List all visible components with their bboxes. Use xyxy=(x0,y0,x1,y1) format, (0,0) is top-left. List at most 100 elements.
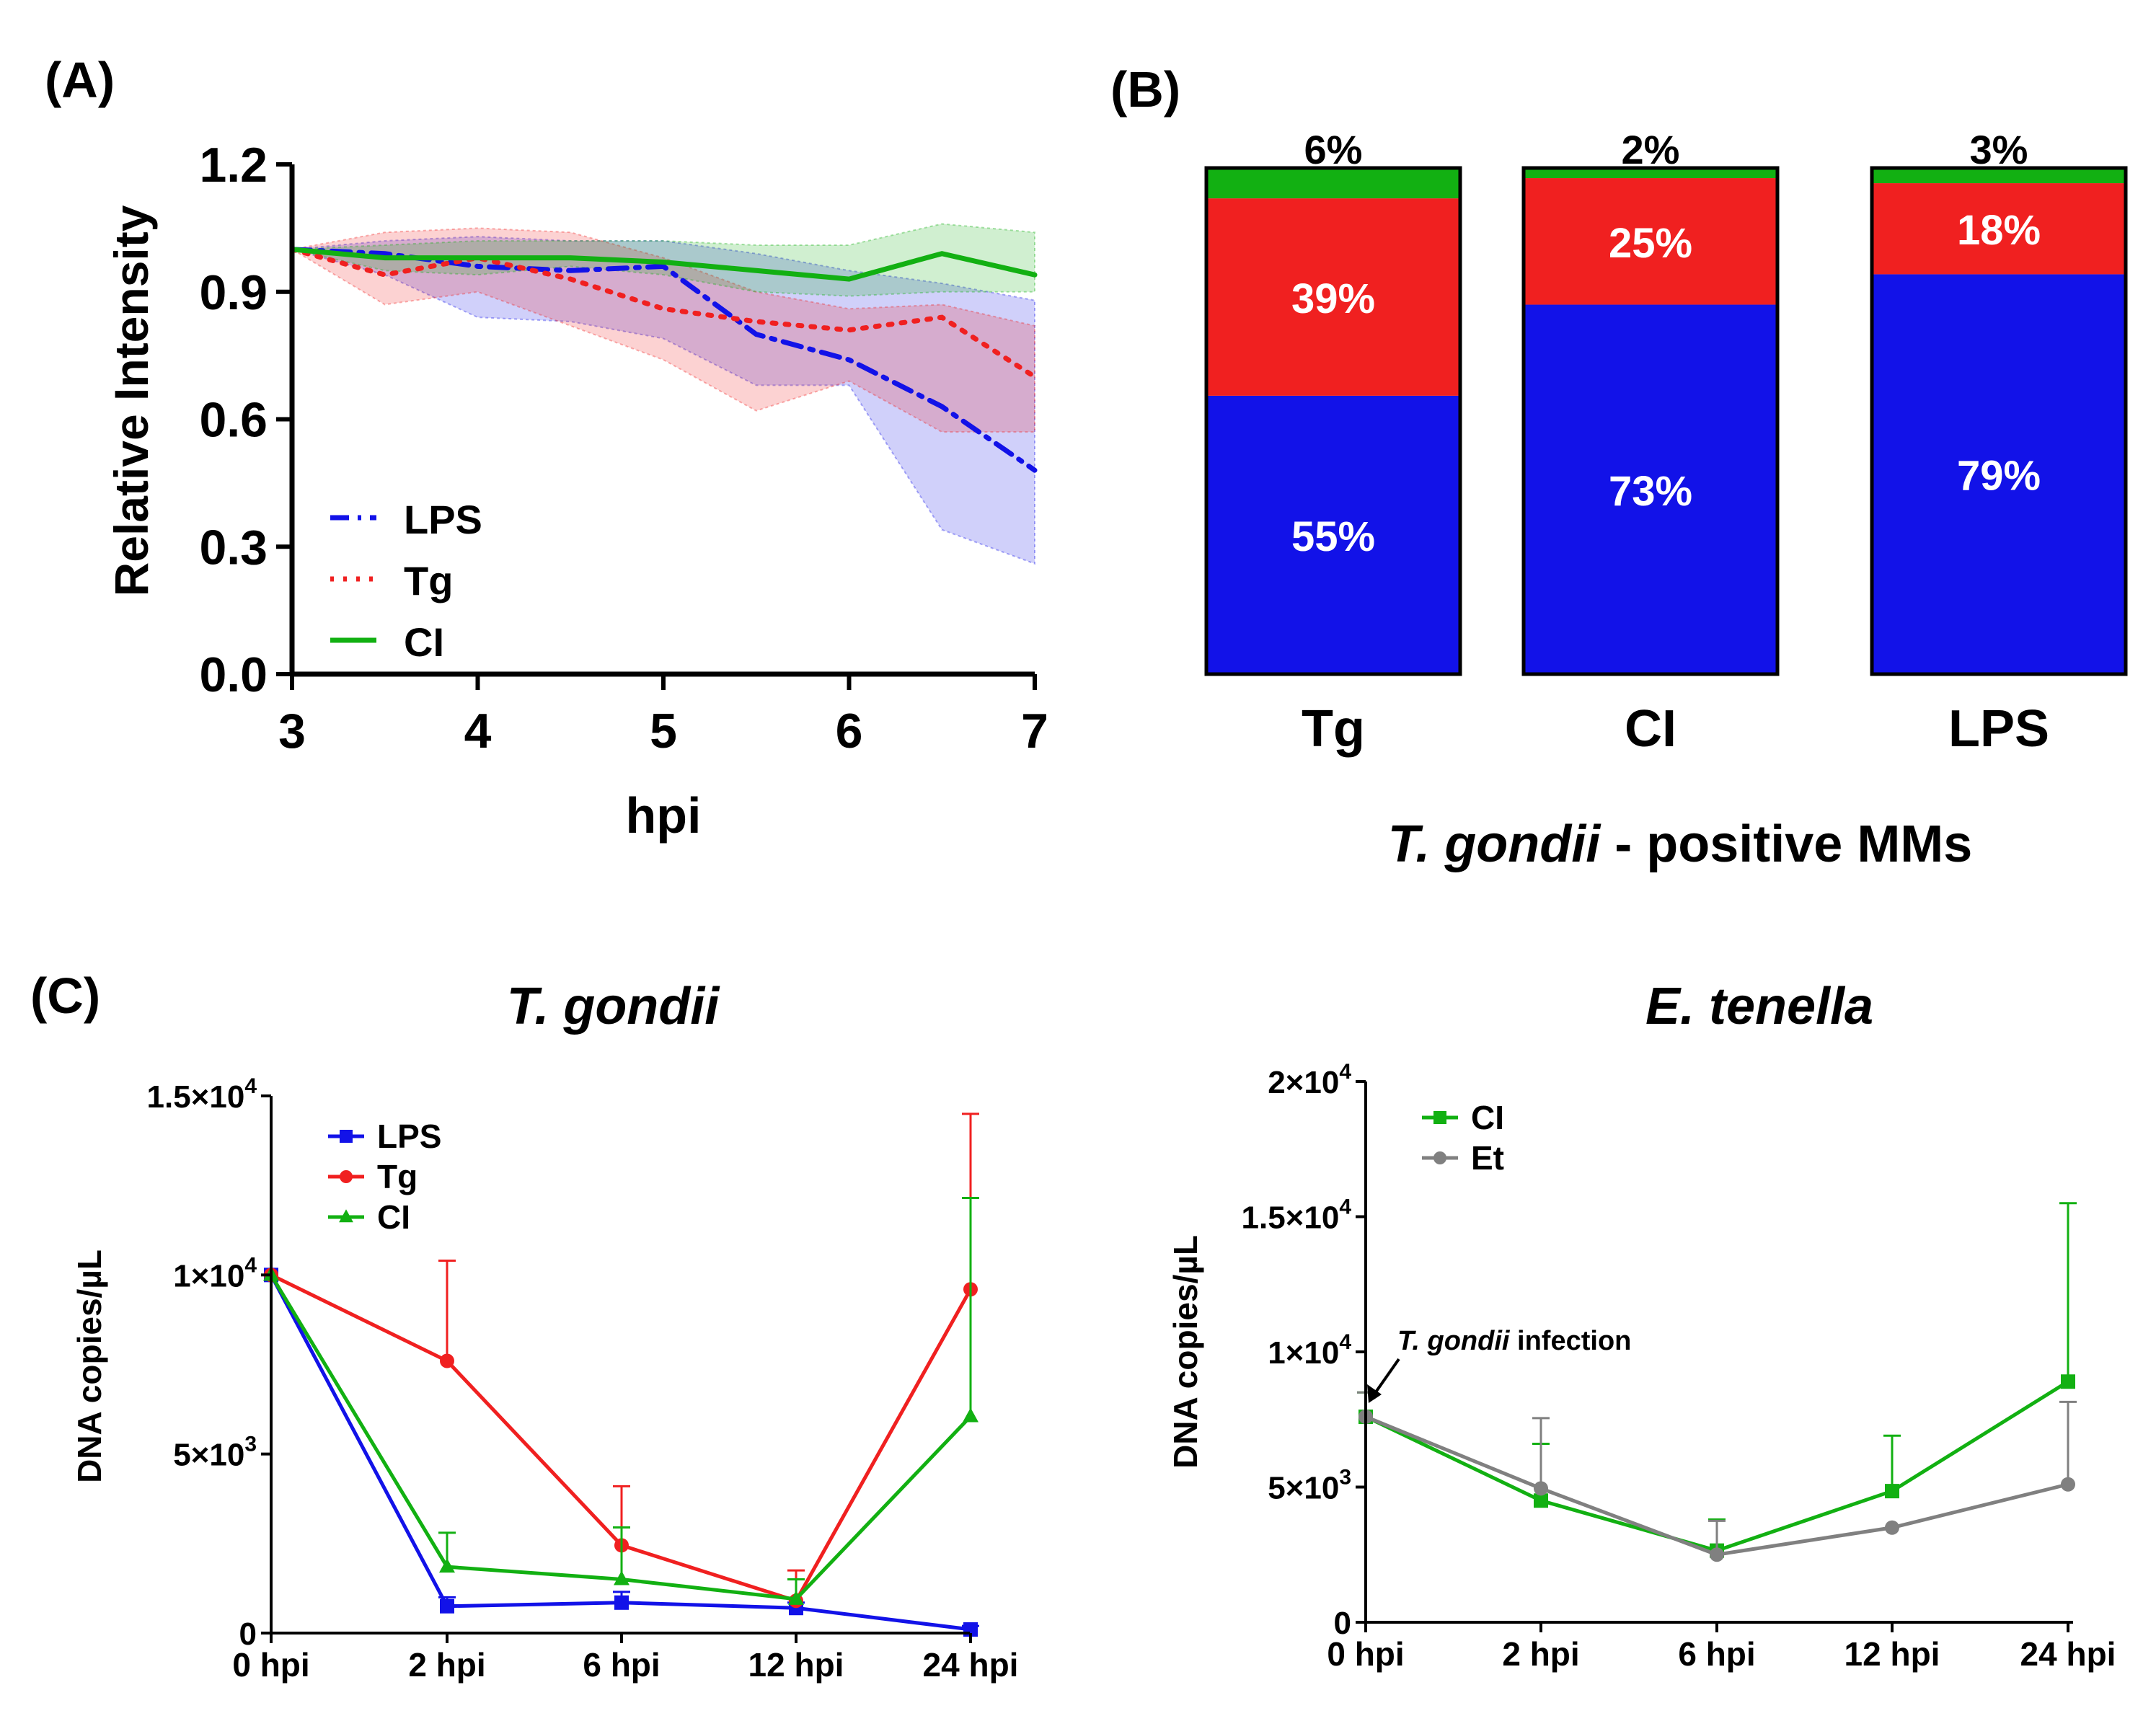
infection-arrow xyxy=(1372,1358,1400,1397)
marker-square xyxy=(340,1130,353,1143)
y-tick-label: 1×104 xyxy=(1268,1330,1351,1371)
y-tick-exponent: 4 xyxy=(1339,1060,1351,1084)
legend-label-lps: LPS xyxy=(404,497,482,542)
x-tick-label: 12 hpi xyxy=(1844,1635,1940,1673)
bar-segment-lps xyxy=(1524,304,1777,674)
bar-segment-tg xyxy=(1524,178,1777,305)
marker-circle xyxy=(1885,1520,1899,1535)
marker-circle xyxy=(340,1170,353,1183)
y-tick-label: 2×104 xyxy=(1268,1060,1351,1100)
y-tick-label: 5×103 xyxy=(173,1433,257,1473)
x-tick-label: 3 xyxy=(278,704,306,758)
bar-outline xyxy=(1870,166,2128,676)
marker-square xyxy=(440,1598,454,1614)
x-tick-label: 6 xyxy=(836,704,863,758)
line-ci xyxy=(289,247,1038,282)
panel-b: (B) 55% 39% 6% Tg 73% 25% 2% CI 79% 18% 3% LPS T. g… xyxy=(1110,61,2128,873)
marker-square xyxy=(1433,1111,1446,1124)
bar-label-ci: 2% xyxy=(1622,127,1680,172)
y-tick-exponent: 3 xyxy=(244,1433,257,1456)
bar-segment-ci xyxy=(1206,168,1460,199)
marker-triangle xyxy=(439,1558,455,1573)
band-lps xyxy=(291,236,1035,565)
x-tick-label: 6 hpi xyxy=(1678,1635,1755,1673)
marker-triangle xyxy=(963,1407,978,1423)
marker-circle xyxy=(1534,1481,1548,1496)
marker-triangle xyxy=(788,1590,804,1605)
y-tick-label: 0.3 xyxy=(199,520,268,575)
bar-label-lps: 73% xyxy=(1609,468,1692,515)
panel-a: (A) 0.0 0.3 0.6 0.9 1.2 3 4 5 6 7 hpi Relative I… xyxy=(45,52,1048,844)
y-tick-base: 2×10 xyxy=(1268,1065,1339,1100)
x-tick-label: 24 hpi xyxy=(923,1646,1019,1684)
y-tick-exponent: 4 xyxy=(244,1253,257,1277)
y-tick-base: 1×10 xyxy=(1268,1335,1339,1371)
bar-label-lps: 79% xyxy=(1957,453,2041,500)
y-tick-label: 5×103 xyxy=(1268,1466,1351,1506)
marker-square xyxy=(2061,1374,2075,1389)
y-tick-base: 1×10 xyxy=(173,1258,244,1293)
y-tick-base: 5×10 xyxy=(173,1438,244,1473)
bar-label-lps: 55% xyxy=(1291,513,1375,560)
marker-square xyxy=(614,1595,629,1610)
bar-outline xyxy=(1521,166,1780,676)
bar-label-tg: 25% xyxy=(1609,220,1692,267)
marker-circle xyxy=(2061,1477,2075,1492)
panel-a-legend: LPS Tg CI xyxy=(330,497,482,665)
bar-label-ci: 3% xyxy=(1970,127,2028,172)
bar-label-ci: 6% xyxy=(1304,127,1363,172)
infection-annotation-rest: infection xyxy=(1509,1326,1631,1356)
infection-annotation: T. gondii infection xyxy=(1397,1326,1631,1356)
y-tick-exponent: 4 xyxy=(1339,1330,1351,1354)
x-tick-label: 4 xyxy=(464,704,492,758)
legend-label-lps: LPS xyxy=(377,1118,441,1155)
marker-square xyxy=(1885,1484,1899,1499)
panel-b-x-label: T. gondii - positive MMs xyxy=(1388,815,1973,873)
y-tick-label: 1.2 xyxy=(199,138,268,193)
marker-circle xyxy=(1433,1151,1446,1164)
bar-outline xyxy=(1204,166,1462,676)
x-tick-label: 6 hpi xyxy=(583,1646,660,1684)
legend-label-ci: CI xyxy=(404,619,444,665)
marker-triangle xyxy=(614,1570,629,1585)
legend-label-ci: CI xyxy=(377,1198,410,1236)
bar-category-label: CI xyxy=(1625,700,1676,758)
y-tick-base: 1.5×10 xyxy=(1242,1200,1340,1236)
bar-segment-tg xyxy=(1206,198,1460,396)
marker-circle xyxy=(440,1353,454,1368)
legend-label-tg: Tg xyxy=(404,558,453,603)
x-tick-label: 2 hpi xyxy=(1502,1635,1579,1673)
panel-c-etenella-title: E. tenella xyxy=(1645,978,1873,1035)
marker-triangle xyxy=(339,1209,353,1223)
line-tg xyxy=(289,247,1038,380)
x-tick-label: 7 xyxy=(1021,704,1048,758)
panel-c-tgondii-title: T. gondii xyxy=(507,978,721,1035)
x-tick-label: 5 xyxy=(650,704,677,758)
panel-b-label: (B) xyxy=(1110,61,1180,118)
x-tick-label: 0 hpi xyxy=(1327,1635,1404,1673)
y-tick-label: 0.6 xyxy=(199,393,268,448)
panel-a-x-label: hpi xyxy=(626,787,702,844)
y-tick-label: 0.9 xyxy=(199,265,268,320)
legend-label-ci: CI xyxy=(1471,1099,1504,1136)
infection-arrow-head xyxy=(1367,1384,1382,1403)
panel-a-label: (A) xyxy=(45,52,115,108)
y-tick-exponent: 4 xyxy=(1339,1195,1351,1219)
bar-label-tg: 18% xyxy=(1957,207,2041,254)
y-tick-exponent: 4 xyxy=(244,1074,257,1098)
marker-square xyxy=(1534,1493,1548,1508)
y-tick-exponent: 3 xyxy=(1339,1466,1351,1490)
marker-circle xyxy=(1710,1547,1724,1562)
band-tg xyxy=(290,227,1035,433)
y-tick-base: 5×10 xyxy=(1268,1471,1339,1506)
panel-b-x-label-rest: - positive MMs xyxy=(1600,815,1972,873)
y-tick-label: 0 xyxy=(1334,1606,1351,1641)
x-tick-label: 24 hpi xyxy=(2020,1635,2116,1673)
panel-c-tgondii-y-label: DNA copies/µL xyxy=(71,1249,108,1483)
bar-segment-lps xyxy=(1206,395,1460,674)
bar-segment-ci xyxy=(1524,168,1777,179)
panel-c-etenella-y-label: DNA copies/µL xyxy=(1167,1235,1204,1469)
bar-segment-lps xyxy=(1872,274,2126,674)
y-tick-base: 1.5×10 xyxy=(147,1079,245,1115)
